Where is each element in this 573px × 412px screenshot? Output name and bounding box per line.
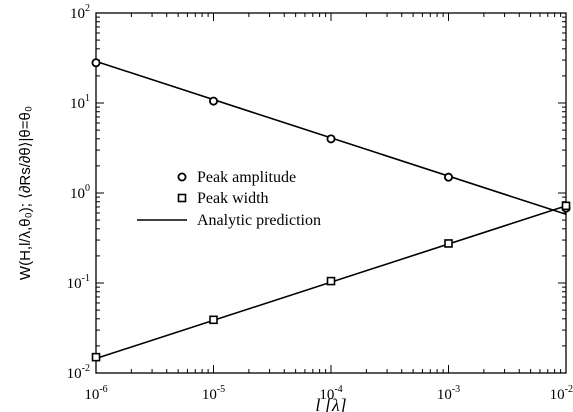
x-axis-label: l [λ] <box>315 395 346 412</box>
lines-layer <box>95 60 567 360</box>
peak-amplitude-point <box>91 58 101 68</box>
peak-width-point <box>561 201 571 211</box>
peak-width-point <box>209 315 218 325</box>
x-tick-label: 10-6 <box>84 384 107 403</box>
legend-label: Peak amplitude <box>197 169 296 186</box>
ticks-layer <box>95 12 567 374</box>
x-tick-label: 10-2 <box>550 384 573 403</box>
y-tick-labels: 10-2 10-1 100 101 102 <box>67 3 90 382</box>
peak-amplitude-point <box>326 134 336 144</box>
legend-circle-symbol <box>177 172 187 182</box>
y-axis-label: W(H,l/λ,θ₀); ⟨∂Rs/∂θ⟩|θ=θ₀ <box>17 106 34 280</box>
peak-width-point <box>326 276 336 286</box>
peak-amplitude-point <box>443 172 453 182</box>
x-tick-label: 10-5 <box>202 384 225 403</box>
marks-layer <box>91 58 571 362</box>
legend-label: Analytic prediction <box>197 212 321 229</box>
y-tick-label: 102 <box>70 3 90 22</box>
x-tick-label: 10-4 <box>319 384 342 403</box>
y-tick-label: 10-2 <box>67 363 90 382</box>
legend-label: Peak width <box>197 190 269 207</box>
x-tick-label: 10-3 <box>437 384 460 403</box>
y-tick-label: 101 <box>70 93 90 112</box>
peak-width-point <box>444 239 453 248</box>
x-tick-labels: 10-6 10-5 10-4 10-3 10-2 <box>84 384 573 403</box>
y-tick-label: 100 <box>70 183 90 202</box>
peak-width-point <box>91 352 101 362</box>
peak-amplitude-point <box>208 96 218 106</box>
plot-frame <box>95 12 567 374</box>
legend: Peak amplitude Peak width Analytic predict… <box>137 169 321 229</box>
legend-square-symbol <box>177 193 187 203</box>
y-tick-label: 10-1 <box>67 273 90 292</box>
